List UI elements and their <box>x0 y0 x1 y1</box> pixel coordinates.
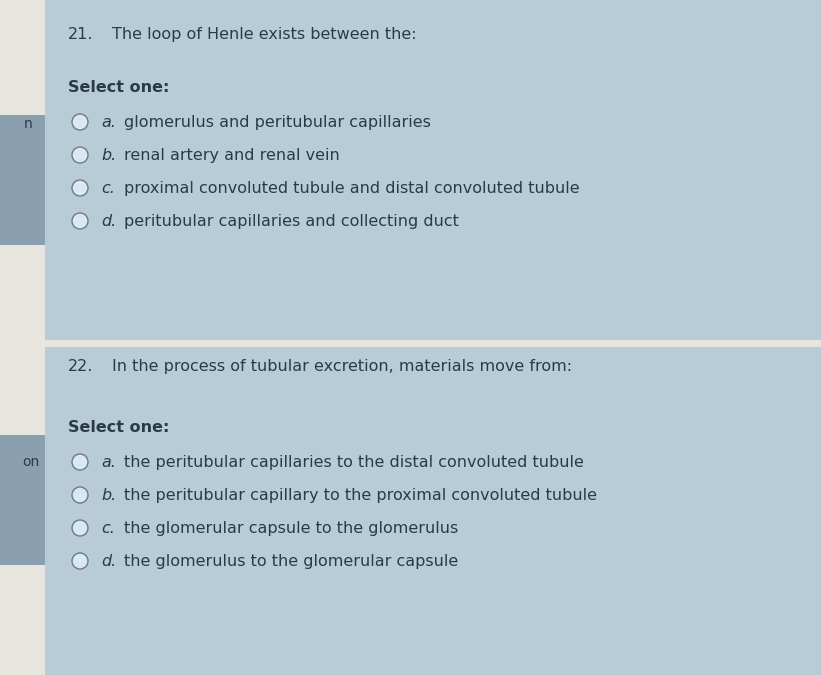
Text: b.: b. <box>101 148 117 163</box>
FancyBboxPatch shape <box>0 435 45 565</box>
Circle shape <box>72 520 88 536</box>
Text: peritubular capillaries and collecting duct: peritubular capillaries and collecting d… <box>124 214 459 229</box>
Text: c.: c. <box>101 521 115 536</box>
Text: Select one:: Select one: <box>68 420 169 435</box>
Circle shape <box>72 553 88 569</box>
Circle shape <box>72 213 88 229</box>
Text: d.: d. <box>101 214 117 229</box>
Text: proximal convoluted tubule and distal convoluted tubule: proximal convoluted tubule and distal co… <box>124 181 580 196</box>
Text: the glomerulus to the glomerular capsule: the glomerulus to the glomerular capsule <box>124 554 458 569</box>
Text: b.: b. <box>101 488 117 503</box>
Text: a.: a. <box>101 455 116 470</box>
Text: 21.: 21. <box>68 27 94 42</box>
Circle shape <box>72 147 88 163</box>
Circle shape <box>72 114 88 130</box>
Circle shape <box>72 180 88 196</box>
Text: on: on <box>22 455 39 469</box>
Circle shape <box>72 454 88 470</box>
FancyBboxPatch shape <box>45 347 821 675</box>
Text: n: n <box>24 117 32 131</box>
Text: a.: a. <box>101 115 116 130</box>
Text: the peritubular capillaries to the distal convoluted tubule: the peritubular capillaries to the dista… <box>124 455 584 470</box>
Text: 22.: 22. <box>68 359 94 374</box>
Text: glomerulus and peritubular capillaries: glomerulus and peritubular capillaries <box>124 115 431 130</box>
Text: the peritubular capillary to the proximal convoluted tubule: the peritubular capillary to the proxima… <box>124 488 597 503</box>
FancyBboxPatch shape <box>45 0 821 340</box>
Text: In the process of tubular excretion, materials move from:: In the process of tubular excretion, mat… <box>112 359 572 374</box>
Text: The loop of Henle exists between the:: The loop of Henle exists between the: <box>112 27 416 42</box>
Text: Select one:: Select one: <box>68 80 169 95</box>
Text: the glomerular capsule to the glomerulus: the glomerular capsule to the glomerulus <box>124 521 458 536</box>
FancyBboxPatch shape <box>0 115 45 245</box>
Text: c.: c. <box>101 181 115 196</box>
Text: renal artery and renal vein: renal artery and renal vein <box>124 148 340 163</box>
Text: d.: d. <box>101 554 117 569</box>
Circle shape <box>72 487 88 503</box>
